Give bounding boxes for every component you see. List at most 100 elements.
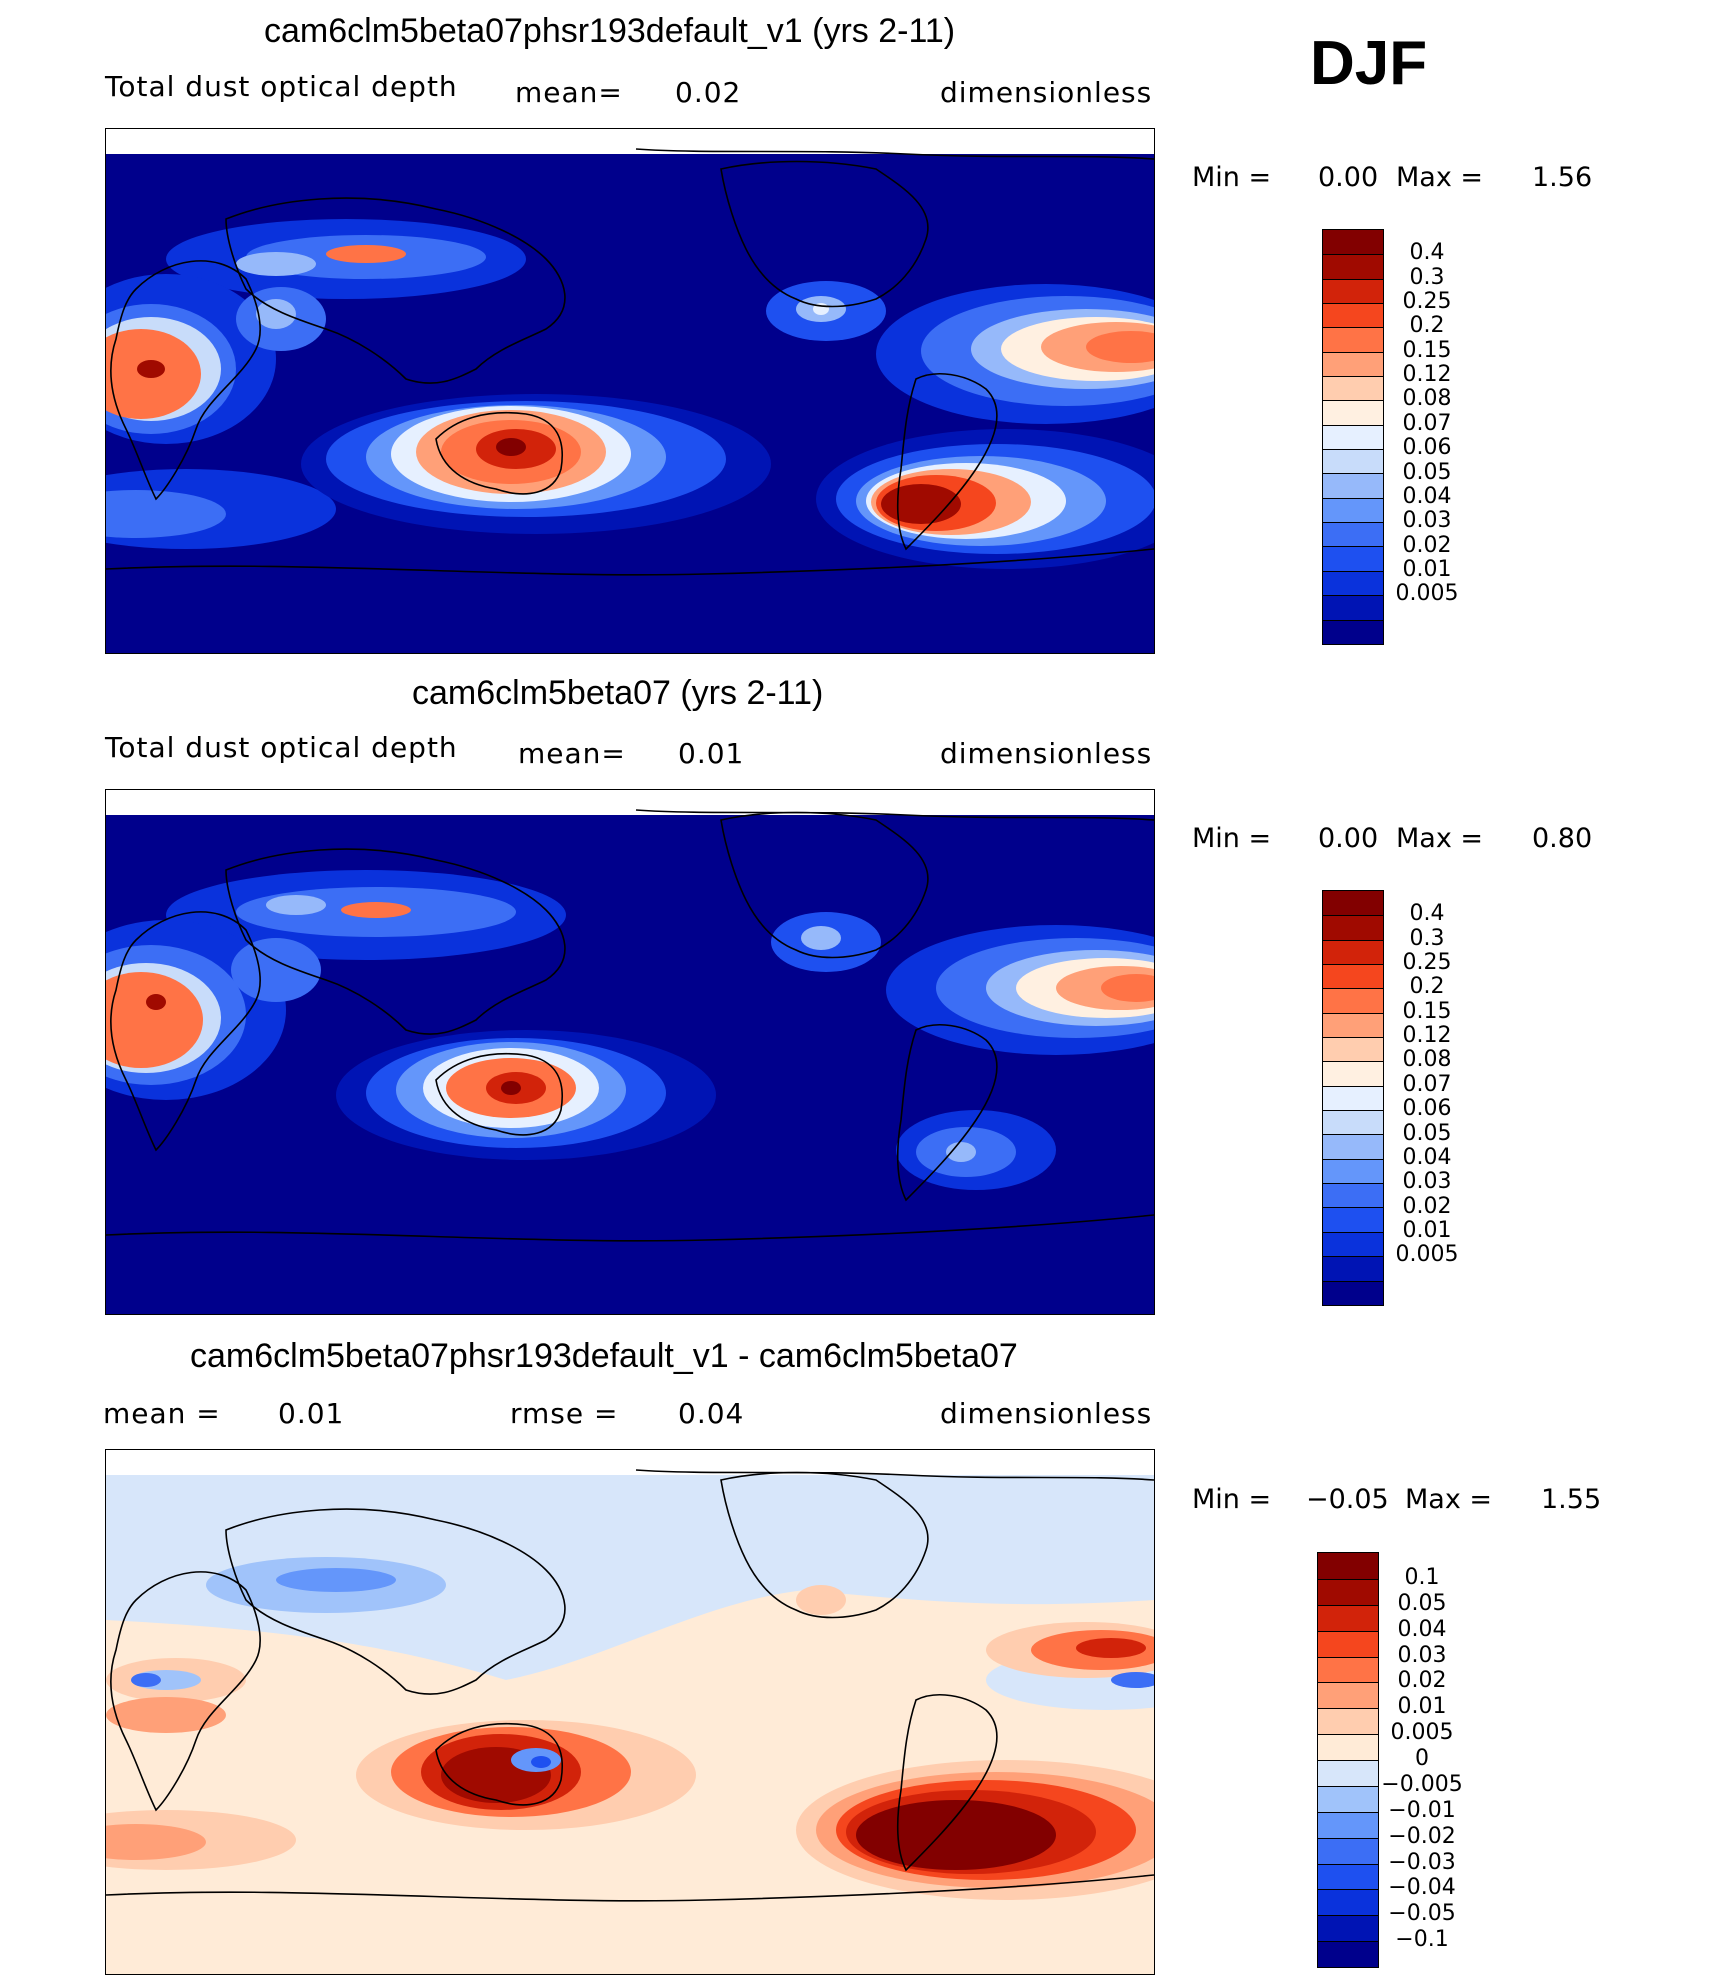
colorbar-segment xyxy=(1318,1604,1378,1631)
colorbar-segment xyxy=(1323,1085,1383,1111)
colorbar-tick-label: 0.01 xyxy=(1397,1694,1447,1720)
colorbar-segment xyxy=(1318,1553,1378,1579)
colorbar-segment xyxy=(1323,1061,1383,1086)
colorbar-tick-label: −0.02 xyxy=(1388,1823,1456,1849)
panel2-dust-field xyxy=(106,870,1154,1190)
colorbar-tick-label: 0.03 xyxy=(1402,508,1452,534)
colorbar-tick-label: 0.2 xyxy=(1409,313,1445,339)
colorbar-segment xyxy=(1318,1889,1378,1916)
season-label: DJF xyxy=(1310,29,1428,98)
panel3-map xyxy=(105,1449,1155,1975)
colorbar-segment xyxy=(1318,1708,1378,1735)
colorbar-segment xyxy=(1323,473,1383,498)
colorbar-tick-label: 0.08 xyxy=(1402,1047,1452,1073)
colorbar-tick-label: 0.2 xyxy=(1409,974,1445,1000)
panel3-max-value: 1.55 xyxy=(1541,1484,1602,1515)
colorbar-tick-label: 0.07 xyxy=(1402,1071,1452,1097)
colorbar-tick-label: −0.04 xyxy=(1388,1875,1456,1901)
colorbar-tick-label: 0.005 xyxy=(1390,1720,1454,1746)
panel2-max-label: Max = xyxy=(1396,823,1484,854)
colorbar-tick-label: −0.005 xyxy=(1381,1771,1463,1797)
colorbar-segment xyxy=(1318,1682,1378,1709)
colorbar-segment xyxy=(1323,303,1383,328)
panel2-min-label: Min = xyxy=(1192,823,1272,854)
colorbar-segment xyxy=(1323,1256,1383,1281)
panel3-min-value: −0.05 xyxy=(1306,1484,1389,1515)
colorbar-segment xyxy=(1323,964,1383,989)
colorbar-tick-label: −0.1 xyxy=(1395,1927,1449,1953)
colorbar-segment xyxy=(1323,988,1383,1013)
colorbar-tick-label: 0.02 xyxy=(1402,532,1452,558)
panel2-min-value: 0.00 xyxy=(1318,823,1379,854)
colorbar-segment xyxy=(1323,595,1383,620)
colorbar-tick-label: 0.03 xyxy=(1397,1642,1447,1668)
colorbar-segment xyxy=(1323,619,1383,644)
colorbar-segment xyxy=(1323,351,1383,377)
colorbar-segment xyxy=(1323,1207,1383,1232)
colorbar-tick-label: 0.07 xyxy=(1402,410,1452,436)
colorbar-segment xyxy=(1323,254,1383,279)
colorbar-tick-label: 0 xyxy=(1415,1746,1429,1771)
colorbar-segment xyxy=(1318,1656,1378,1683)
colorbar-tick-label: 0.02 xyxy=(1402,1193,1452,1219)
colorbar-tick-label: −0.05 xyxy=(1388,1901,1456,1927)
colorbar-segment xyxy=(1318,1837,1378,1864)
panel3-max-label: Max = xyxy=(1405,1484,1493,1515)
colorbar-segment xyxy=(1318,1760,1378,1786)
panel1-dust-field xyxy=(106,219,1154,569)
panel1-units: dimensionless xyxy=(940,76,1153,109)
colorbar-segment xyxy=(1323,1231,1383,1257)
colorbar-tick-label: 0.1 xyxy=(1404,1564,1440,1590)
panel2-max-value: 0.80 xyxy=(1532,823,1593,854)
panel2-mean-label: mean= xyxy=(518,737,626,770)
colorbar-segment xyxy=(1323,546,1383,571)
colorbar-tick-label: 0.4 xyxy=(1409,901,1445,927)
panel3-title: cam6clm5beta07phsr193default_v1 - cam6cl… xyxy=(190,1337,1018,1375)
panel1-max-value: 1.56 xyxy=(1532,162,1593,193)
panel1-min-value: 0.00 xyxy=(1318,162,1379,193)
colorbar-segment xyxy=(1323,449,1383,474)
panel3-diff-field xyxy=(106,1475,1154,1900)
colorbar-tick-label: 0.12 xyxy=(1402,362,1452,388)
colorbar-segment xyxy=(1323,1110,1383,1135)
colorbar-tick-label: 0.04 xyxy=(1402,483,1452,509)
colorbar-segment xyxy=(1323,497,1383,523)
colorbar-tick-label: 0.06 xyxy=(1402,435,1452,461)
colorbar-tick-label: 0.04 xyxy=(1397,1616,1447,1642)
colorbar-segment xyxy=(1318,1785,1378,1812)
colorbar-segment xyxy=(1318,1578,1378,1605)
colorbar-tick-label: 0.05 xyxy=(1402,459,1452,485)
colorbar-segment xyxy=(1318,1915,1378,1942)
panel3-colorbar xyxy=(1317,1552,1379,1968)
colorbar-tick-label: 0.25 xyxy=(1402,950,1452,976)
colorbar-segment xyxy=(1323,522,1383,547)
colorbar-tick-label: 0.4 xyxy=(1409,240,1445,266)
colorbar-segment xyxy=(1323,1280,1383,1305)
panel3-mean-value: 0.01 xyxy=(278,1397,345,1430)
panel1-title: cam6clm5beta07phsr193default_v1 (yrs 2-1… xyxy=(264,12,956,50)
panel1-map xyxy=(105,128,1155,654)
colorbar-segment xyxy=(1323,1158,1383,1184)
colorbar-tick-label: −0.03 xyxy=(1388,1849,1456,1875)
colorbar-tick-label: 0.01 xyxy=(1402,1217,1452,1243)
panel1-variable: Total dust optical depth xyxy=(105,70,458,103)
colorbar-tick-label: 0.005 xyxy=(1395,1242,1459,1268)
colorbar-segment xyxy=(1318,1863,1378,1890)
panel1-coastlines xyxy=(106,148,1154,576)
panel1-mean-value: 0.02 xyxy=(675,76,742,109)
panel3-coastlines xyxy=(106,1469,1154,1902)
colorbar-segment xyxy=(1323,278,1383,304)
panel3-units: dimensionless xyxy=(940,1397,1153,1430)
colorbar-tick-label: 0.05 xyxy=(1402,1120,1452,1146)
colorbar-segment xyxy=(1318,1811,1378,1838)
panel2-coastlines xyxy=(106,809,1154,1242)
panel2-title: cam6clm5beta07 (yrs 2-11) xyxy=(412,674,824,712)
colorbar-segment xyxy=(1323,1183,1383,1208)
colorbar-segment xyxy=(1323,400,1383,425)
panel1-max-label: Max = xyxy=(1396,162,1484,193)
panel1-min-label: Min = xyxy=(1192,162,1272,193)
colorbar-tick-label: 0.3 xyxy=(1409,925,1445,951)
colorbar-tick-label: 0.03 xyxy=(1402,1169,1452,1195)
panel3-mean-label: mean = xyxy=(103,1397,221,1430)
panel2-map xyxy=(105,789,1155,1315)
